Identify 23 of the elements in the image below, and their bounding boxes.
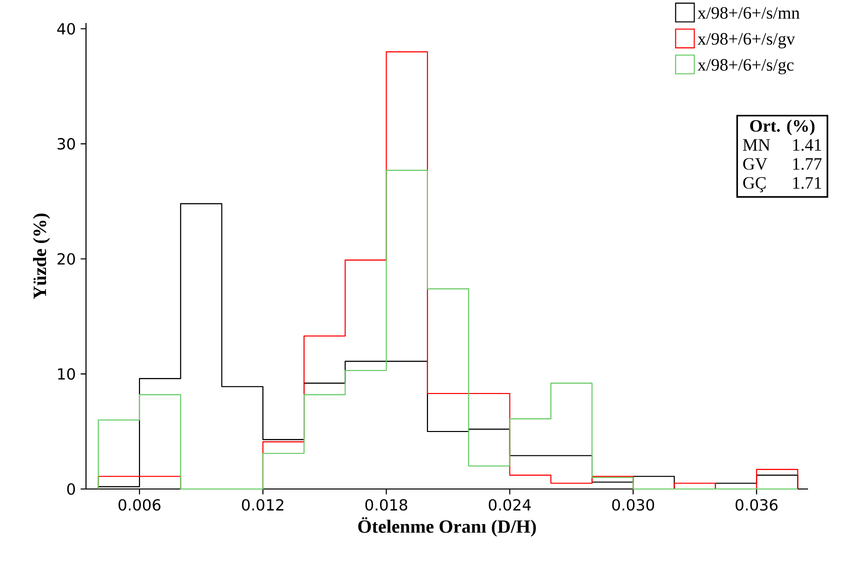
- annotation: 1.71: [793, 177, 822, 189]
- legend-label: x/98+/6+/s/gc: [698, 59, 794, 74]
- annotation: 1.41: [793, 139, 822, 151]
- x-tick-label: 0.024: [488, 499, 531, 511]
- x-tick-label: 0.036: [736, 499, 778, 511]
- x-tick-label: 0.012: [242, 499, 284, 511]
- annotation: GÇ: [743, 177, 766, 192]
- y-tick-label: 40: [57, 22, 75, 35]
- y-tick-label: 20: [58, 253, 75, 265]
- annotation: Ort. (%): [750, 120, 814, 136]
- x-tick-label: 0.018: [365, 499, 408, 511]
- annotation: MN: [742, 139, 770, 151]
- y-tick-label: 30: [58, 138, 75, 150]
- y-tick-label: 10: [58, 368, 75, 380]
- annotation: GV: [743, 158, 768, 170]
- x-tick-label: 0.030: [612, 499, 654, 511]
- legend-label: x/98+/6+/s/gv: [698, 33, 796, 48]
- legend-label: x/98+/6+/s/mn: [698, 7, 800, 19]
- x-tick-label: 0.006: [118, 499, 160, 511]
- x-axis-title: Ötelenme Oranı (D/H): [358, 517, 536, 537]
- y-tick-label: 0: [67, 483, 75, 495]
- annotation: 1.77: [793, 158, 822, 170]
- y-axis-title: Yüzde (%): [33, 214, 50, 299]
